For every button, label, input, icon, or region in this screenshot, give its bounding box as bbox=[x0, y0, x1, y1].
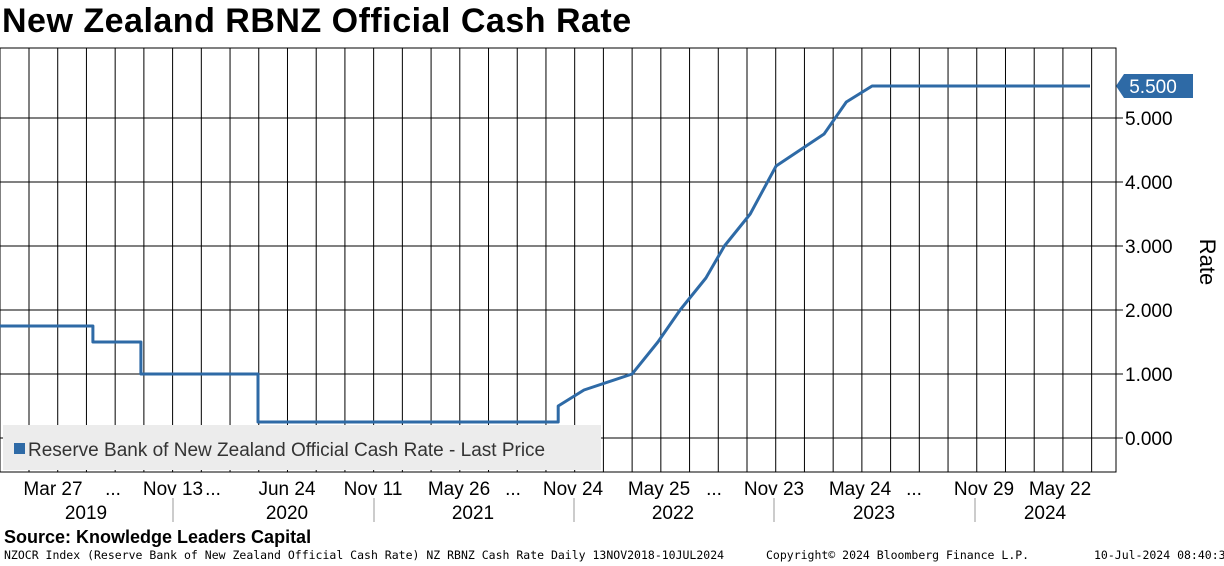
chart-title: New Zealand RBNZ Official Cash Rate bbox=[2, 2, 632, 40]
x-tick-label: Nov 23 bbox=[744, 479, 804, 500]
legend: Reserve Bank of New Zealand Official Cas… bbox=[3, 425, 601, 470]
footer-copyright: Copyright© 2024 Bloomberg Finance L.P. bbox=[766, 548, 1030, 562]
y-axis: 0.000 1.000 2.000 3.000 4.000 5.000 bbox=[1116, 109, 1173, 450]
source-note: Source: Knowledge Leaders Capital bbox=[4, 527, 312, 547]
last-value-tag: 5.500 bbox=[1116, 74, 1193, 98]
x-tick-label: Nov 13 bbox=[143, 479, 203, 500]
horizontal-gridlines bbox=[0, 117, 1116, 439]
x-tick-label: Nov 11 bbox=[344, 479, 403, 500]
legend-swatch bbox=[14, 443, 25, 454]
x-tick-label: ... bbox=[505, 479, 521, 500]
x-year-label: 2024 bbox=[1024, 503, 1067, 524]
x-year-label: 2023 bbox=[853, 503, 895, 524]
y-tick-label: 4.000 bbox=[1125, 173, 1173, 194]
y-tick-label: 5.000 bbox=[1125, 109, 1173, 130]
legend-label: Reserve Bank of New Zealand Official Cas… bbox=[28, 440, 545, 461]
x-tick-label: Nov 29 bbox=[954, 479, 1014, 500]
x-year-label: 2019 bbox=[65, 503, 107, 524]
legend-background bbox=[3, 425, 601, 470]
y-axis-label: Rate bbox=[1195, 239, 1220, 285]
footer-description: NZOCR Index (Reserve Bank of New Zealand… bbox=[4, 548, 725, 562]
x-tick-label: May 22 bbox=[1029, 479, 1091, 500]
x-tick-label: Nov 24 bbox=[543, 479, 604, 500]
x-year-label: 2021 bbox=[452, 503, 494, 524]
last-value-label: 5.500 bbox=[1129, 77, 1177, 98]
series-line bbox=[0, 84, 1090, 424]
x-axis: Mar 27... Nov 13... Jun 24 Nov 11 May 26... N… bbox=[23, 479, 1091, 524]
x-tick-label: Jun 24 bbox=[258, 479, 315, 500]
x-tick-label: ... bbox=[105, 479, 121, 500]
x-tick-label: ... bbox=[205, 479, 221, 500]
x-tick-label: ... bbox=[906, 479, 922, 500]
x-tick-label: May 24 bbox=[829, 479, 892, 500]
plot-frame bbox=[0, 47, 1117, 473]
y-tick-label: 0.000 bbox=[1125, 429, 1173, 450]
x-tick-label: May 25 bbox=[628, 479, 690, 500]
footer-timestamp: 10-Jul-2024 08:40:31 bbox=[1094, 548, 1224, 562]
x-tick-label: Mar 27 bbox=[23, 479, 82, 500]
y-tick-label: 1.000 bbox=[1125, 365, 1173, 386]
x-year-label: 2020 bbox=[266, 503, 308, 524]
x-year-label: 2022 bbox=[652, 503, 694, 524]
y-tick-label: 3.000 bbox=[1125, 237, 1173, 258]
vertical-gridlines bbox=[28, 48, 1093, 472]
x-tick-label: May 26 bbox=[428, 479, 490, 500]
x-tick-label: ... bbox=[706, 479, 722, 500]
y-tick-label: 2.000 bbox=[1125, 301, 1173, 322]
